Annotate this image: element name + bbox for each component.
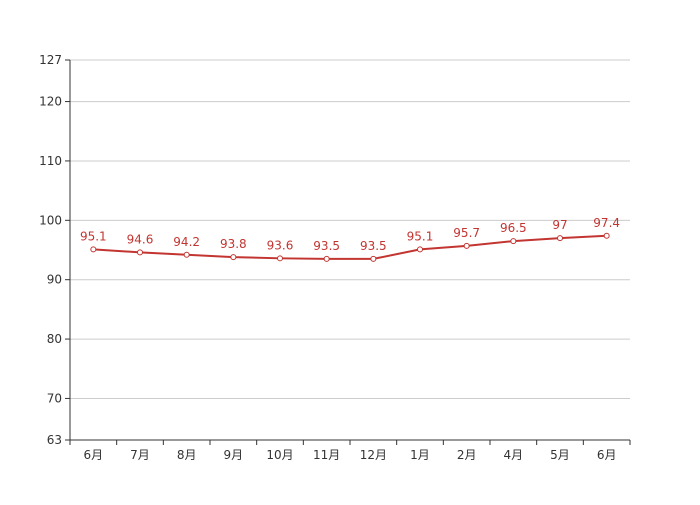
series-line — [93, 234, 607, 260]
x-tick-label: 6月 — [84, 448, 104, 462]
y-tick-label: 63 — [47, 433, 62, 447]
x-tick-label: 4月 — [504, 448, 524, 462]
x-tick-label: 12月 — [360, 448, 387, 462]
data-label: 93.5 — [360, 239, 387, 253]
data-label: 97 — [552, 218, 567, 232]
data-point — [323, 255, 330, 262]
x-tick-label: 8月 — [177, 448, 197, 462]
x-tick-label: 9月 — [224, 448, 244, 462]
data-label: 94.6 — [127, 232, 154, 246]
data-label: 93.8 — [220, 237, 247, 251]
data-labels: 95.1 94.6 94.2 93.8 93.6 93.5 93.5 95.1 95.7 96.5… — [80, 216, 620, 253]
y-tick-label: 100 — [39, 213, 62, 227]
data-point — [370, 255, 377, 262]
data-point — [137, 249, 143, 256]
data-point — [603, 232, 610, 239]
x-tick-label: 2月 — [457, 448, 477, 462]
y-tick-label: 120 — [39, 95, 62, 109]
axes: 63 70 80 90 100 110 120 127 6月 7月 8月 9月 10月 11月 12月 1月 2… — [39, 53, 631, 462]
y-tick-label: 127 — [39, 53, 62, 67]
x-tick-label: 5月 — [550, 448, 570, 462]
data-label: 95.7 — [453, 226, 480, 240]
data-point — [230, 254, 237, 261]
data-point — [90, 246, 97, 253]
data-label: 94.2 — [173, 235, 200, 249]
data-label: 93.5 — [313, 239, 340, 253]
x-tick-label: 10月 — [266, 448, 293, 462]
data-point — [183, 251, 190, 258]
x-tick-label: 11月 — [313, 448, 340, 462]
y-tick-label: 70 — [47, 391, 62, 405]
data-point — [463, 242, 470, 249]
data-label: 97.4 — [593, 216, 620, 230]
data-label: 95.1 — [407, 229, 434, 243]
x-tick-label: 1月 — [410, 448, 430, 462]
series — [90, 232, 610, 262]
data-point — [417, 246, 423, 253]
x-tick-label: 6月 — [597, 448, 617, 462]
y-tick-label: 90 — [47, 273, 62, 287]
y-tick-label: 80 — [47, 332, 62, 346]
data-label: 96.5 — [500, 221, 527, 235]
gridlines — [70, 59, 630, 399]
y-tick-label: 110 — [39, 154, 62, 168]
data-point — [277, 255, 283, 262]
x-tick-label: 7月 — [130, 448, 150, 462]
data-label: 95.1 — [80, 229, 107, 243]
data-point — [510, 238, 517, 245]
data-point — [557, 235, 563, 242]
data-label: 93.6 — [267, 238, 294, 252]
